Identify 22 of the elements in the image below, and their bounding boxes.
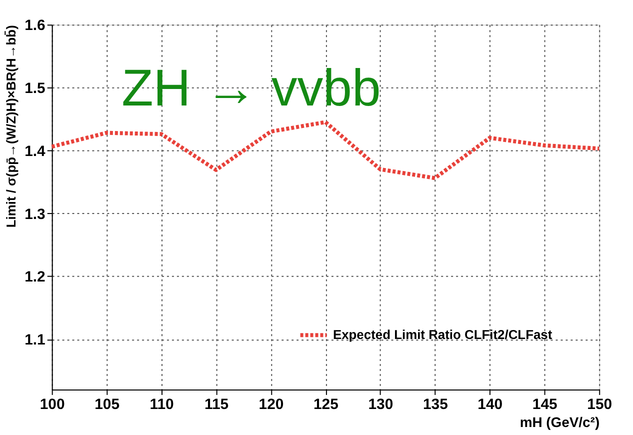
x-tick-label: 130	[368, 396, 394, 413]
y-tick-label: 1.5	[24, 80, 46, 98]
x-tick-label: 100	[40, 396, 65, 413]
line-series	[50, 120, 602, 180]
legend-label: Expected Limit Ratio CLFit2/CLFast	[332, 327, 553, 342]
x-tick-label: 115	[204, 396, 229, 413]
x-tick-label: 110	[150, 396, 174, 413]
y-tick-label: 1.4	[24, 142, 46, 160]
annotation: ZH → vvbb	[122, 58, 381, 116]
y-tick-label: 1.2	[24, 268, 46, 286]
y-tick-label: 1.3	[24, 206, 46, 223]
x-tick-label: 135	[422, 396, 448, 413]
x-axis-title: mH (GeV/c²)	[520, 414, 600, 430]
x-tick-label: 145	[532, 396, 558, 413]
x-tick-label: 140	[478, 396, 503, 413]
y-tick-label: 1.1	[24, 332, 46, 349]
x-tick-label: 150	[587, 396, 612, 413]
x-tick-label: 120	[258, 396, 284, 413]
x-tick-label: 125	[314, 396, 338, 413]
y-axis-title: Limit / σ(pp̄→(W/Z)H)×BR(H→bb̄)	[4, 25, 19, 228]
y-tick-label: 1.6	[24, 17, 46, 34]
x-tick-label: 105	[94, 396, 120, 413]
